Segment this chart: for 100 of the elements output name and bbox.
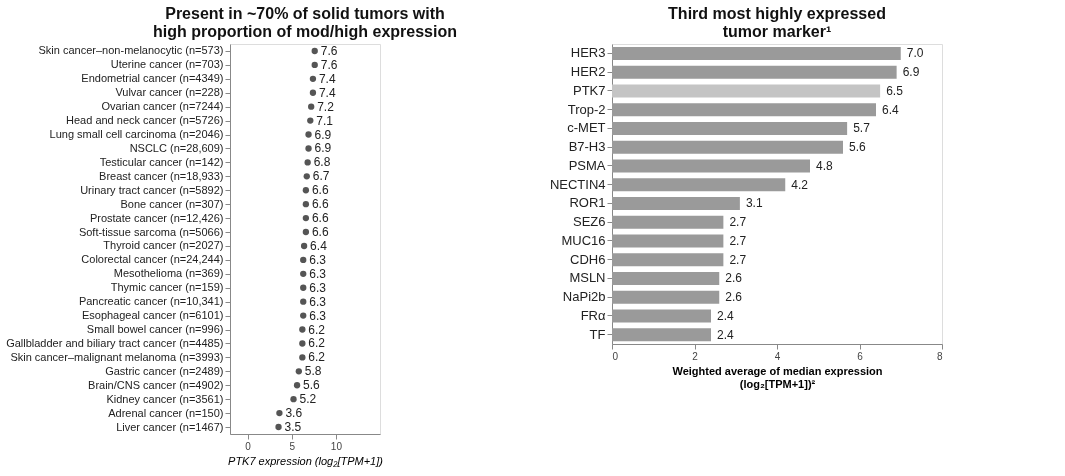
data-label: 2.7 [729, 252, 747, 267]
point [300, 270, 307, 277]
y-tick-label: SEZ6 [572, 214, 606, 230]
point [302, 187, 310, 194]
y-tick-label: Lung small cell carcinoma (n=2046) [49, 128, 224, 141]
point [300, 242, 308, 250]
point [307, 117, 314, 124]
point [302, 228, 310, 236]
data-label: 6.3 [309, 280, 327, 295]
y-tick-label: Prostate cancer (n=12,426) [89, 211, 224, 224]
data-label: 3.1 [745, 196, 763, 211]
y-tick-label: Ovarian cancer (n=7244) [101, 100, 224, 113]
x-tick-label: 6 [857, 350, 864, 362]
bar [612, 309, 711, 323]
y-tick-label: Trop-2 [567, 101, 606, 117]
x-tick-label: 8 [936, 350, 943, 362]
data-label: 5.8 [304, 364, 322, 379]
y-tick-label: Testicular cancer (n=142) [99, 155, 224, 168]
bar [612, 271, 720, 285]
y-tick-label: HER3 [570, 45, 606, 61]
y-tick-label: Uterine cancer (n=703) [110, 58, 224, 71]
point [308, 103, 315, 110]
y-tick-label: PSMA [568, 157, 606, 173]
y-tick-label: HER2 [570, 64, 606, 80]
y-tick-label: Head and neck cancer (n=5726) [66, 114, 224, 127]
data-label: 6.6 [311, 197, 329, 212]
point [309, 75, 317, 82]
x-axis-title: PTK7 expression (log₂[TPM+1]) [228, 454, 384, 467]
data-label: 5.2 [299, 392, 317, 407]
y-tick-label: NaPi2b [562, 289, 606, 305]
y-tick-label: Brain/CNS cancer (n=4902) [88, 378, 224, 391]
data-label: 6.6 [311, 183, 329, 198]
bar [612, 84, 881, 98]
y-tick-label: Gastric cancer (n=2489) [105, 364, 224, 377]
point [293, 382, 301, 389]
x-tick-label: 10 [330, 440, 343, 452]
y-tick-label: Thyroid cancer (n=2027) [103, 239, 224, 252]
point [300, 298, 307, 305]
point [295, 368, 302, 375]
data-label: 6.3 [309, 252, 327, 267]
data-label: 6.7 [312, 169, 330, 184]
y-tick-label: TF [589, 326, 606, 342]
y-tick-label: Kidney cancer (n=3561) [106, 392, 224, 405]
data-label: 2.7 [729, 215, 747, 230]
data-label: 2.4 [717, 327, 735, 342]
y-tick-label: Pancreatic cancer (n=10,341) [78, 295, 224, 308]
y-tick-label: FRα [580, 307, 606, 323]
y-tick-label: Bone cancer (n=307) [120, 197, 224, 210]
bar [612, 253, 724, 267]
y-tick-label: MSLN [569, 270, 606, 286]
data-label: 5.7 [853, 121, 871, 136]
data-label: 4.2 [791, 177, 809, 192]
point [311, 47, 318, 55]
point [290, 396, 297, 403]
data-label: 5.6 [303, 378, 321, 393]
data-label: 7.6 [320, 57, 338, 72]
y-tick-label: Mesothelioma (n=369) [113, 267, 224, 280]
x-tick-label: 0 [245, 440, 252, 452]
y-tick-label: Esophageal cancer (n=6101) [81, 309, 224, 322]
y-tick-label: NSCLC (n=28,609) [129, 141, 224, 154]
bar [612, 65, 897, 79]
data-label: 6.3 [309, 266, 327, 281]
y-tick-label: Urinary tract cancer (n=5892) [80, 183, 224, 196]
data-label: 6.8 [313, 155, 331, 170]
data-label: 7.0 [906, 46, 924, 61]
bar [612, 196, 740, 210]
bar [612, 121, 848, 135]
point [300, 256, 307, 264]
data-label: 6.6 [311, 225, 329, 240]
point [305, 145, 312, 152]
bar [612, 290, 720, 304]
y-tick-label: c-MET [567, 120, 606, 136]
data-label: 6.2 [308, 336, 326, 351]
data-label: 6.3 [309, 294, 327, 309]
point [275, 423, 282, 431]
data-label: 6.2 [308, 350, 326, 365]
y-tick-label: Adrenal cancer (n=150) [108, 406, 224, 419]
y-tick-label: Endometrial cancer (n=4349) [81, 72, 224, 85]
x-axis-title: Weighted average of median expression (log₂[TPM+1])² [672, 364, 883, 390]
point [299, 326, 306, 333]
data-label: 2.7 [729, 233, 747, 248]
point [302, 214, 310, 222]
data-label: 2.6 [725, 290, 743, 305]
data-label: 6.2 [308, 322, 326, 337]
data-label: 3.6 [285, 406, 303, 421]
chart-title: Third most highly expressed tumor marker¹ [668, 5, 886, 40]
y-tick-label: Gallbladder and biliary tract cancer (n=4485) [6, 336, 224, 349]
point [309, 89, 317, 96]
data-label: 7.4 [318, 71, 336, 86]
bar [612, 178, 786, 192]
data-label: 6.5 [886, 83, 904, 98]
y-tick-label: ROR1 [569, 195, 606, 211]
bar [612, 215, 724, 229]
y-tick-label: Thymic cancer (n=159) [110, 281, 224, 294]
bar [612, 159, 810, 173]
point [305, 131, 312, 138]
y-tick-label: Colorectal cancer (n=24,244) [81, 253, 224, 266]
y-tick-label: Skin cancer–non-melanocytic (n=573) [38, 44, 224, 57]
point [300, 312, 307, 319]
data-label: 6.4 [882, 102, 900, 117]
